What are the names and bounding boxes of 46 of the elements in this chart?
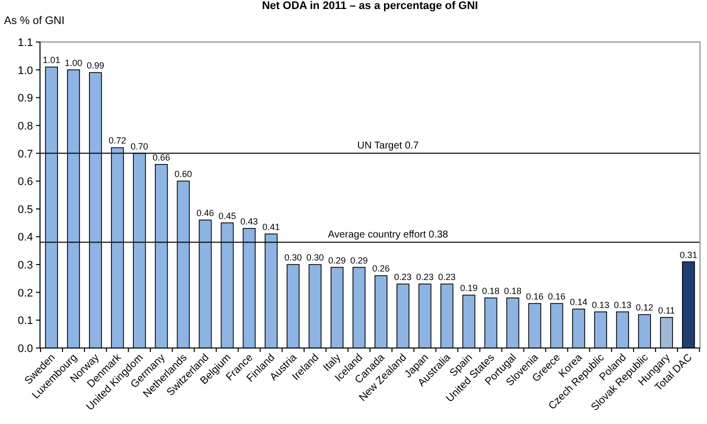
y-axis-title: As % of GNI bbox=[4, 15, 65, 27]
ref-line-label: Average country effort 0.38 bbox=[328, 229, 449, 240]
data-label: 0.72 bbox=[108, 136, 126, 146]
data-label: 0.41 bbox=[262, 222, 280, 232]
y-tick-label: 1.1 bbox=[18, 37, 33, 49]
data-label: 0.23 bbox=[416, 272, 434, 282]
y-tick-label: 0.8 bbox=[18, 120, 33, 132]
data-label: 0.99 bbox=[86, 60, 104, 71]
y-tick-label: 0.0 bbox=[18, 343, 33, 355]
y-tick-label: 0.3 bbox=[18, 260, 33, 272]
data-label: 0.45 bbox=[218, 210, 236, 221]
data-label: 0.70 bbox=[130, 141, 148, 152]
data-label: 0.43 bbox=[240, 216, 258, 226]
ref-line-label: UN Target 0.7 bbox=[357, 140, 420, 152]
data-label: 0.14 bbox=[570, 297, 588, 308]
y-tick-label: 0.5 bbox=[18, 204, 33, 216]
data-label: 0.11 bbox=[658, 305, 675, 316]
data-label: 0.18 bbox=[482, 286, 500, 296]
data-label: 0.60 bbox=[174, 169, 192, 180]
y-tick-label: 0.6 bbox=[18, 176, 33, 188]
data-label: 0.26 bbox=[372, 264, 390, 274]
y-tick-label: 0.2 bbox=[18, 287, 33, 300]
chart-title: Net ODA in 2011 – as a percentage of GNI bbox=[262, 0, 478, 12]
data-label: 0.16 bbox=[526, 291, 544, 302]
data-label: 1.01 bbox=[42, 55, 60, 66]
y-tick-label: 0.7 bbox=[18, 148, 33, 160]
data-label: 0.66 bbox=[152, 152, 170, 162]
y-tick-label: 0.9 bbox=[18, 92, 33, 105]
data-label: 0.29 bbox=[350, 255, 368, 266]
data-label: 0.19 bbox=[460, 283, 478, 294]
data-label: 0.29 bbox=[328, 255, 346, 266]
data-label: 0.18 bbox=[504, 286, 522, 296]
data-label: 0.16 bbox=[548, 291, 566, 302]
data-label: 1.00 bbox=[64, 58, 82, 68]
data-label: 0.23 bbox=[438, 272, 456, 282]
data-label: 0.30 bbox=[284, 252, 302, 263]
y-tick-label: 0.4 bbox=[18, 232, 33, 244]
data-label: 0.12 bbox=[636, 302, 654, 313]
data-label: 0.13 bbox=[592, 300, 610, 310]
y-tick-label: 1.0 bbox=[18, 64, 33, 77]
data-label: 0.30 bbox=[306, 252, 324, 263]
data-label: 0.13 bbox=[614, 300, 632, 310]
data-label: 0.23 bbox=[394, 272, 412, 282]
data-label: 0.31 bbox=[680, 250, 698, 260]
data-label: 0.46 bbox=[196, 208, 214, 218]
y-tick-label: 0.1 bbox=[18, 315, 33, 328]
